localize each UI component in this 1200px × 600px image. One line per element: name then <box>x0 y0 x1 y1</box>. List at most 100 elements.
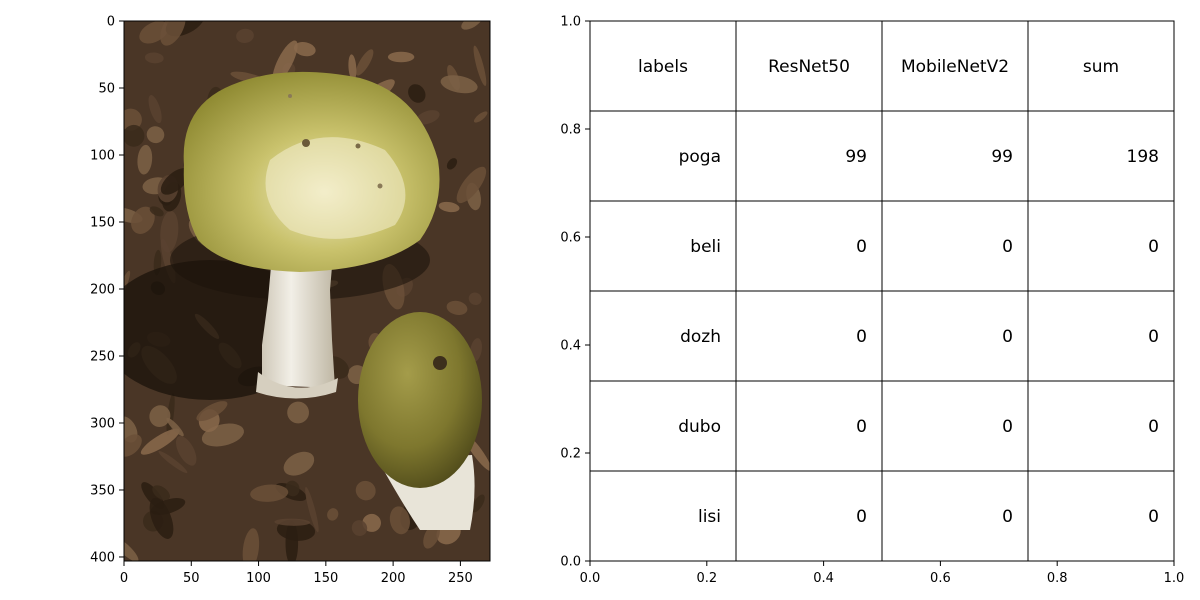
leaf-fragment <box>408 84 426 103</box>
photo-x-tick-label: 250 <box>448 571 473 586</box>
table-cell-text: 0 <box>1148 237 1159 257</box>
leaf-fragment <box>446 300 468 315</box>
photo-y-tick-label: 200 <box>90 282 115 297</box>
table-x-tick-label: 0.4 <box>813 571 834 586</box>
small-mushroom-cap <box>358 312 482 488</box>
photo-x-tick-label: 150 <box>313 571 338 586</box>
photo-x-tick-label: 50 <box>183 571 200 586</box>
leaf-fragment <box>348 54 357 81</box>
table-cell-text: 0 <box>1148 327 1159 347</box>
cap-highlight <box>265 137 406 239</box>
table-cell-text: 0 <box>856 507 867 527</box>
table-cell-text: 99 <box>991 147 1013 167</box>
leaf-fragment <box>160 210 179 253</box>
leaf-fragment <box>175 435 197 466</box>
table-cell <box>1027 110 1175 202</box>
leaf-fragment <box>140 428 180 455</box>
leaf-fragment <box>144 52 164 64</box>
leaf-fragment <box>438 201 460 213</box>
table-cell <box>881 110 1029 202</box>
table-x-tick-label: 0.8 <box>1047 571 1068 586</box>
table-x-tick-label: 0.0 <box>580 571 601 586</box>
table-cell-text: beli <box>690 237 721 257</box>
cap-spot <box>302 139 310 147</box>
leaf-fragment <box>440 75 478 94</box>
leaf-fragment <box>416 110 440 125</box>
table-header-text: sum <box>1083 57 1119 77</box>
leaf-fragment <box>149 497 174 539</box>
table-cell-text: 0 <box>856 237 867 257</box>
table-cell <box>589 110 737 202</box>
table-cell-text: lisi <box>698 507 721 527</box>
results-table: labels ResNet50 MobileNetV2 sum poga 99 99 198 b… <box>589 20 1175 562</box>
table-cell-text: 0 <box>856 417 867 437</box>
table-header-cell <box>1027 20 1175 112</box>
table-header-cell <box>735 20 883 112</box>
photo-y-tick-label: 50 <box>98 81 115 96</box>
table-cell <box>589 470 737 562</box>
table-cell <box>735 200 883 292</box>
leaf-fragment <box>146 126 165 144</box>
leaf-fragment <box>250 484 289 502</box>
leaf-fragment <box>327 508 339 521</box>
table-cell-text: 198 <box>1127 147 1159 167</box>
leaf-fragment <box>387 51 415 63</box>
table-y-tick-label: 0.6 <box>560 231 581 246</box>
cap-spot <box>288 94 292 98</box>
table-header-text: ResNet50 <box>768 57 850 77</box>
table-cell <box>1027 200 1175 292</box>
table-cell <box>1027 380 1175 472</box>
leaf-fragment <box>287 401 310 424</box>
table-y-tick-label: 0.2 <box>560 447 581 462</box>
table-x-tick-label: 0.6 <box>930 571 951 586</box>
table-axes-frame <box>589 20 1175 562</box>
photo-x-tick-label: 200 <box>381 571 406 586</box>
leaf-fragment <box>124 537 139 561</box>
table-y-tick-label: 0.4 <box>560 339 581 354</box>
table-cell <box>1027 290 1175 382</box>
table-y-tick-label: 0.8 <box>560 123 581 138</box>
cap-spot <box>355 143 361 149</box>
table-cell <box>735 290 883 382</box>
photo-x-axis: 0 50 100 150 200 250 <box>120 561 473 586</box>
leaf-fragment <box>355 480 376 501</box>
leaf-fragment <box>456 166 487 204</box>
leaf-fragment <box>305 486 319 533</box>
leaf-fragment <box>274 518 311 526</box>
table-cell-text: 0 <box>1148 417 1159 437</box>
photo-x-tick-label: 0 <box>120 571 128 586</box>
leaf-fragment <box>473 45 487 87</box>
leaf-fragment <box>355 49 374 76</box>
table-x-tick-label: 1.0 <box>1164 571 1185 586</box>
table-cell-text: 0 <box>1002 417 1013 437</box>
table-cell-text: poga <box>679 147 721 167</box>
leaf-fragment <box>468 292 482 306</box>
leaf-fragment <box>461 21 483 30</box>
table-y-axis: 0.0 0.2 0.4 0.6 0.8 1.0 <box>560 15 590 570</box>
leaf-fragment <box>148 95 162 124</box>
table-cell-text: dubo <box>678 417 721 437</box>
table-cell-text: 0 <box>1002 237 1013 257</box>
table-header-cell <box>881 20 1029 112</box>
table-cell <box>735 470 883 562</box>
leaf-fragment <box>152 485 170 501</box>
table-cell <box>589 290 737 382</box>
leaf-fragment <box>242 528 260 561</box>
table-cell-text: 0 <box>1002 507 1013 527</box>
table-axes: labels ResNet50 MobileNetV2 sum poga 99 99 198 b… <box>560 15 1184 587</box>
photo-y-tick-label: 150 <box>90 215 115 230</box>
photo-y-tick-label: 300 <box>90 416 115 431</box>
table-y-tick-label: 0.0 <box>560 555 581 570</box>
photo-y-tick-label: 400 <box>90 550 115 565</box>
leaf-fragment <box>236 28 254 44</box>
small-cap-spot <box>433 356 447 370</box>
leaf-fragment <box>473 111 488 123</box>
photo-x-tick-label: 100 <box>246 571 271 586</box>
leaf-fragment <box>272 40 298 83</box>
leaf-fragment <box>285 480 300 497</box>
photo-y-tick-label: 250 <box>90 349 115 364</box>
photo-axes-frame <box>123 20 491 562</box>
table-cell <box>1027 470 1175 562</box>
leaf-fragment <box>149 405 171 427</box>
